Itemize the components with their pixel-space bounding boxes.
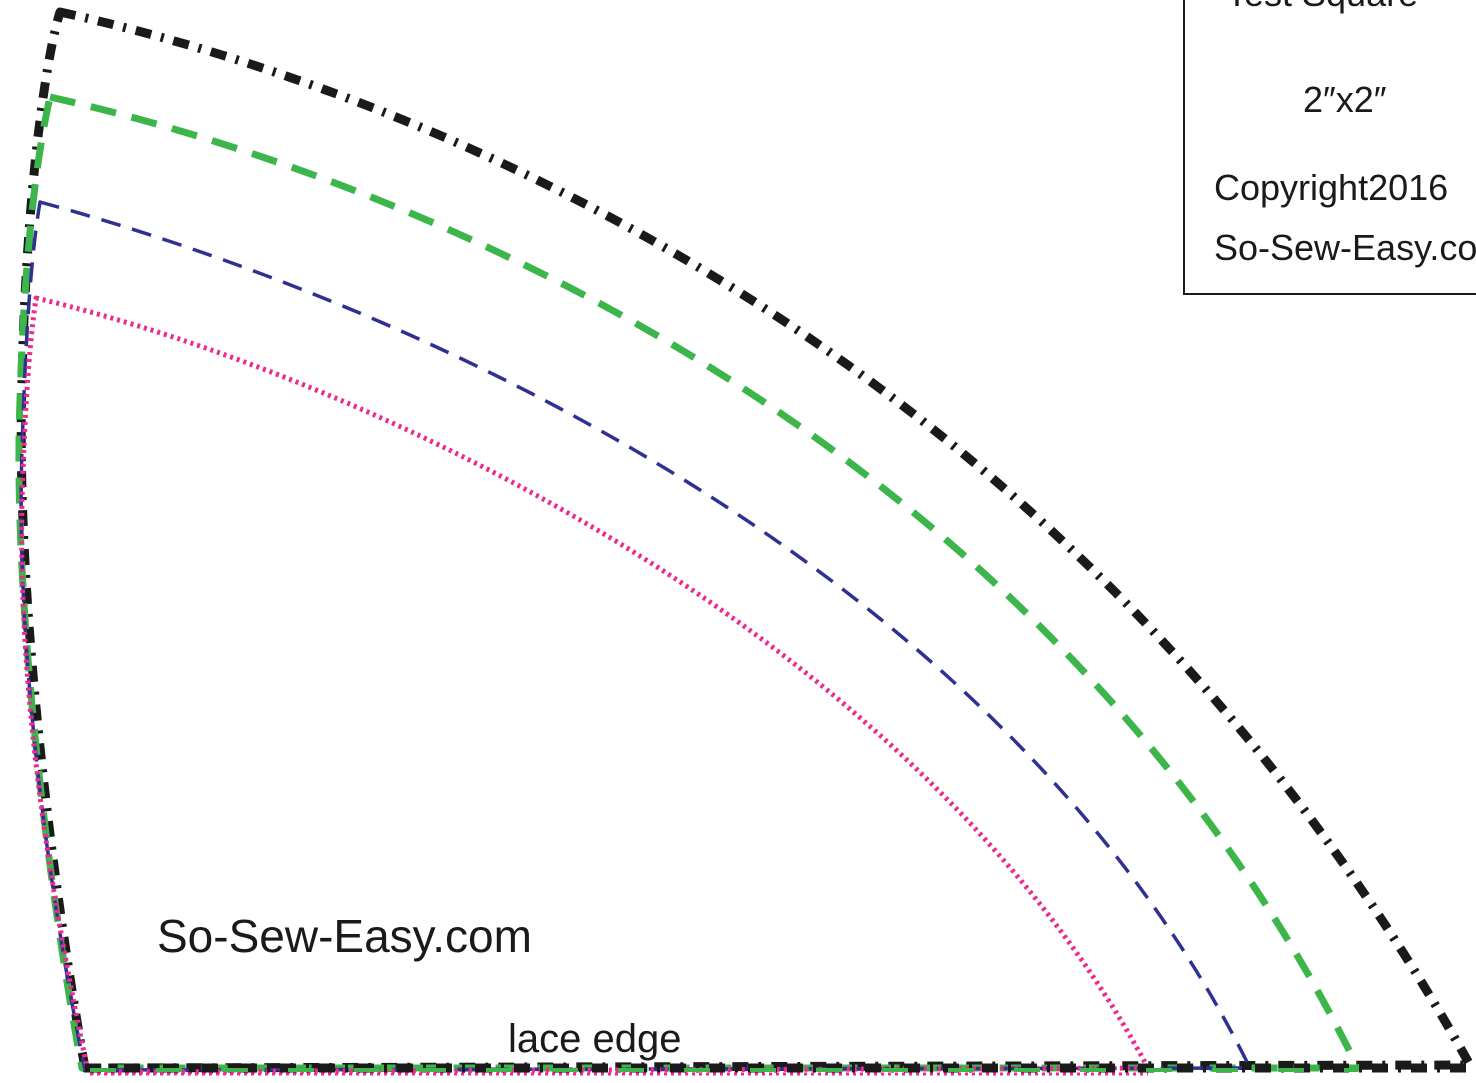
test-square-frame xyxy=(1183,0,1476,295)
outer-cutting-line-thick xyxy=(16,7,1475,1073)
test-square-title: Test Square xyxy=(1226,0,1418,14)
green-size-line-path xyxy=(15,93,1362,1072)
test-square-site: So-Sew-Easy.com xyxy=(1214,227,1476,268)
brand-watermark-text: So-Sew-Easy.com xyxy=(157,910,532,962)
test-square-copyright: Copyright2016 xyxy=(1214,167,1448,208)
pink-size-line-path xyxy=(19,295,1151,1075)
blue-size-line xyxy=(19,200,1252,1072)
test-square-box: Test Square 2″x2″ Copyright2016 So-Sew-E… xyxy=(1183,0,1476,295)
outer-cutting-line xyxy=(16,7,1475,1073)
green-size-line xyxy=(15,93,1362,1072)
blue-size-line-path xyxy=(19,200,1252,1072)
bottom-edge-lines xyxy=(85,1063,1470,1076)
pink-size-line xyxy=(19,295,1151,1075)
test-square-size: 2″x2″ xyxy=(1303,79,1387,120)
lace-edge-label: lace edge xyxy=(508,1017,681,1061)
